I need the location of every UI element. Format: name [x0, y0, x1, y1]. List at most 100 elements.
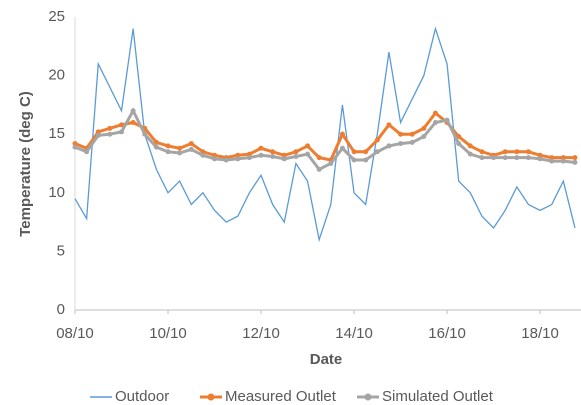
x-axis-title: Date: [310, 351, 343, 368]
point: [421, 134, 427, 140]
point: [258, 152, 264, 158]
point: [72, 144, 78, 150]
point: [130, 119, 136, 125]
x-tick-label: 16/10: [428, 325, 466, 342]
point: [95, 132, 101, 138]
point: [467, 151, 473, 157]
point: [386, 143, 392, 149]
point: [572, 155, 578, 161]
point: [246, 151, 252, 157]
point: [200, 152, 206, 158]
point: [409, 139, 415, 145]
point: [560, 158, 566, 164]
point: [119, 122, 125, 128]
point: [107, 125, 113, 131]
x-tick-label: 18/10: [521, 325, 559, 342]
point: [270, 153, 276, 159]
point: [537, 156, 543, 162]
legend-marker: [364, 393, 372, 401]
point: [235, 152, 241, 158]
y-axis-title: Temperature (deg C): [17, 91, 34, 237]
point: [514, 155, 520, 161]
point: [525, 149, 531, 155]
point: [514, 149, 520, 155]
point: [177, 150, 183, 156]
legend-label: Simulated Outlet: [382, 388, 494, 405]
legend-label: Outdoor: [115, 388, 169, 405]
point: [374, 149, 380, 155]
point: [246, 155, 252, 161]
point: [444, 117, 450, 123]
point: [212, 152, 218, 158]
point: [549, 155, 555, 161]
point: [84, 149, 90, 155]
point: [281, 152, 287, 158]
point: [316, 166, 322, 172]
point: [281, 156, 287, 162]
point: [305, 151, 311, 157]
point: [432, 110, 438, 116]
point: [95, 129, 101, 135]
point: [223, 157, 229, 163]
point: [130, 108, 136, 114]
y-tick-label: 5: [57, 242, 65, 259]
point: [142, 131, 148, 137]
point: [432, 119, 438, 125]
point: [537, 152, 543, 158]
point: [421, 125, 427, 131]
series-line: [74, 107, 576, 172]
point: [479, 149, 485, 155]
point: [305, 143, 311, 149]
point: [339, 131, 345, 137]
y-tick-label: 20: [48, 67, 65, 84]
point: [409, 131, 415, 137]
point: [316, 155, 322, 161]
point: [165, 149, 171, 155]
point: [165, 143, 171, 149]
point: [525, 155, 531, 161]
point: [119, 129, 125, 135]
point: [188, 146, 194, 152]
point: [572, 159, 578, 165]
point: [212, 156, 218, 162]
legend-marker: [207, 393, 215, 401]
point: [398, 141, 404, 147]
x-tick-label: 10/10: [149, 325, 187, 342]
point: [363, 157, 369, 163]
y-tick-label: 10: [48, 184, 65, 201]
x-tick-label: 14/10: [335, 325, 373, 342]
x-tick-label: 12/10: [242, 325, 280, 342]
point: [549, 158, 555, 164]
point: [258, 145, 264, 151]
point: [351, 157, 357, 163]
point: [467, 143, 473, 149]
point: [235, 156, 241, 162]
point: [351, 149, 357, 155]
y-tick-label: 15: [48, 125, 65, 142]
point: [107, 131, 113, 137]
point: [339, 145, 345, 151]
y-tick-label: 0: [57, 301, 65, 318]
point: [188, 141, 194, 147]
point: [72, 141, 78, 147]
point: [293, 153, 299, 159]
point: [363, 149, 369, 155]
point: [293, 149, 299, 155]
point: [398, 131, 404, 137]
x-tick-label: 08/10: [56, 325, 94, 342]
point: [491, 155, 497, 161]
legend-label: Measured Outlet: [225, 388, 337, 405]
y-tick-label: 25: [48, 8, 65, 25]
point: [328, 161, 334, 166]
series-line: [74, 26, 576, 243]
point: [270, 149, 276, 155]
point: [153, 144, 159, 150]
point: [177, 145, 183, 151]
point: [479, 155, 485, 161]
point: [560, 155, 566, 161]
point: [456, 141, 462, 147]
point: [374, 137, 380, 143]
point: [502, 155, 508, 161]
point: [386, 122, 392, 128]
